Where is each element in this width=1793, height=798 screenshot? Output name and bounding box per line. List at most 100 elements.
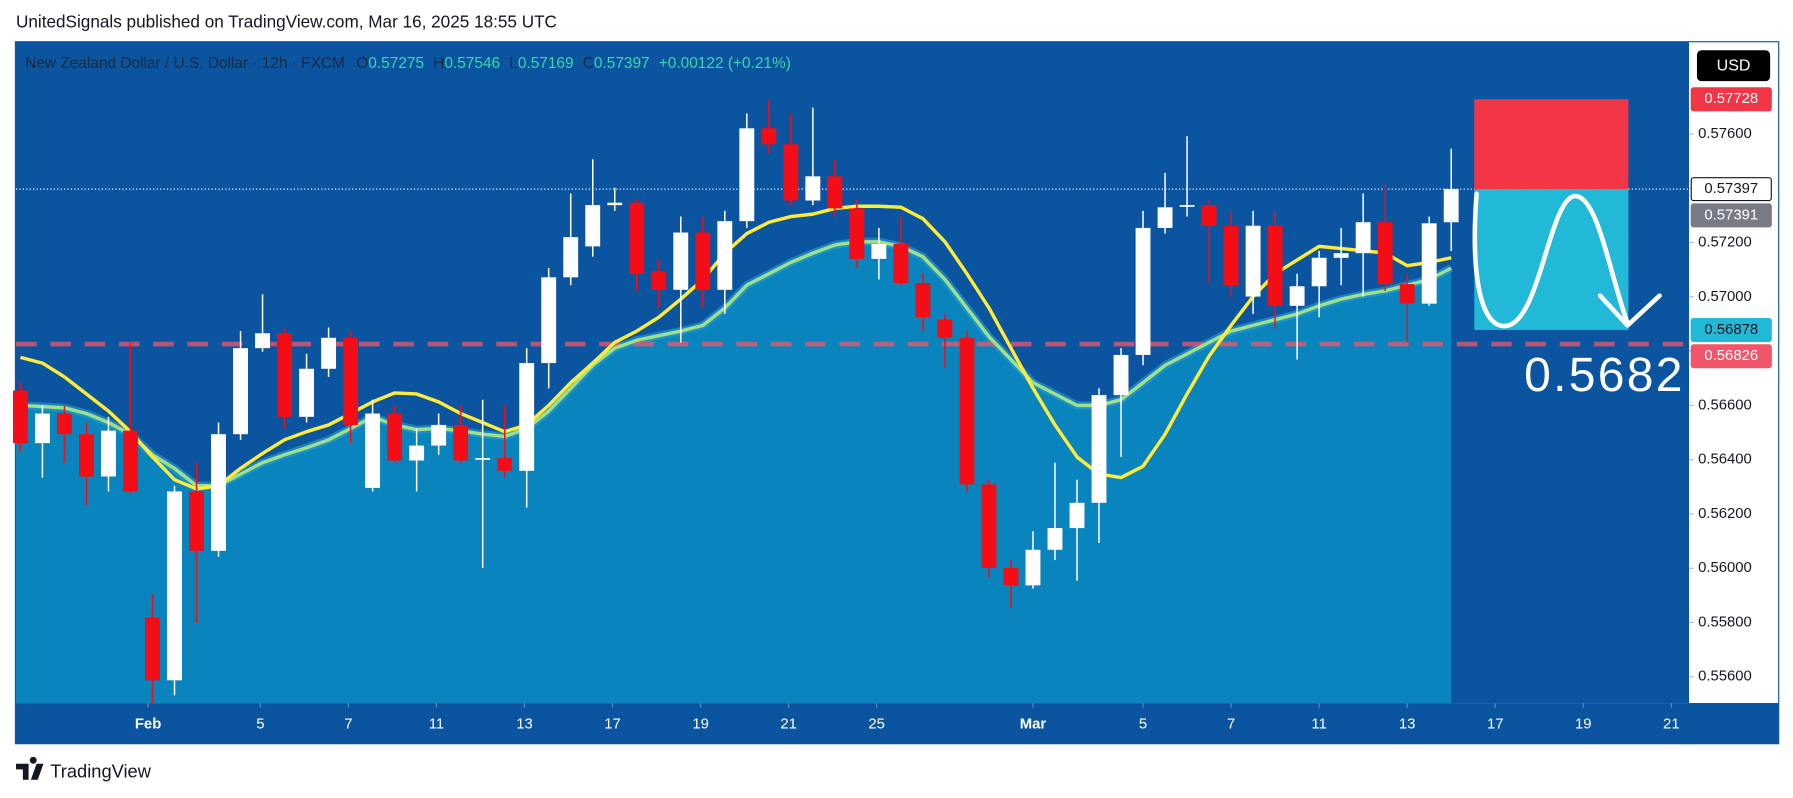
symbol-title: New Zealand Dollar / U.S. Dollar · 12h ·… — [25, 55, 345, 72]
legend-header: New Zealand Dollar / U.S. Dollar · 12h ·… — [25, 55, 791, 72]
candle-body — [585, 205, 601, 247]
y-tick-label: 0.57200 — [1698, 235, 1752, 251]
change: +0.00122 (+0.21%) — [659, 55, 791, 72]
y-tick-label: 0.56600 — [1698, 397, 1752, 413]
y-tick-label: 0.56400 — [1698, 452, 1752, 468]
candle-body — [1421, 223, 1437, 304]
x-tick-label: 17 — [1487, 717, 1504, 733]
y-tick-label: 0.55600 — [1698, 669, 1752, 685]
candle-body — [1443, 189, 1459, 223]
ohlc-value: 0.57169 — [518, 55, 574, 72]
price-label: 0.57728 — [1704, 91, 1758, 107]
annotation: 0.5682 — [1524, 349, 1685, 402]
candle-body — [629, 202, 645, 274]
price-label: 0.56878 — [1704, 322, 1758, 338]
x-tick-label: 17 — [604, 717, 621, 733]
ohlc-letter: O — [356, 55, 368, 72]
x-tick-label: 11 — [429, 717, 444, 733]
y-tick-label: 0.56000 — [1698, 560, 1752, 576]
price-label-box — [1690, 87, 1772, 112]
price-label: 0.56826 — [1704, 348, 1758, 364]
candle-body — [34, 413, 50, 444]
candle-body — [167, 491, 182, 681]
x-tick-label: 25 — [868, 717, 885, 733]
candle-body — [145, 617, 160, 681]
candle-body — [475, 458, 491, 460]
candle-body — [277, 333, 292, 417]
y-tick-label: 0.55800 — [1698, 614, 1752, 630]
candle-body — [123, 430, 138, 492]
moving-average — [20, 240, 1453, 488]
candle-body — [981, 484, 997, 568]
candle-body — [849, 208, 865, 259]
stop-zone — [1474, 99, 1629, 190]
x-tick-label: 13 — [1399, 717, 1416, 733]
candle-body — [1223, 225, 1239, 286]
candle-body — [299, 368, 315, 417]
price-scale — [1688, 42, 1779, 704]
price-label-box — [1690, 344, 1772, 369]
candle-body — [563, 237, 579, 278]
candle-body — [1091, 395, 1107, 503]
candle-body — [1399, 284, 1415, 304]
ohlc-value: 0.57275 — [368, 55, 424, 72]
candle-body — [1135, 227, 1151, 355]
logo-icon — [16, 756, 44, 780]
currency-badge[interactable] — [1696, 50, 1771, 82]
candle-body — [497, 458, 513, 471]
candle-body — [343, 337, 359, 425]
candle-body — [739, 128, 755, 222]
price-label: 0.57391 — [1704, 207, 1758, 223]
candle-body — [1157, 207, 1173, 228]
x-tick-label: 5 — [256, 717, 264, 733]
candle-body — [1113, 354, 1129, 396]
x-tick-label: 7 — [1227, 717, 1235, 733]
candle-body — [893, 243, 909, 284]
brand: TradingView — [50, 761, 151, 782]
candle-body — [871, 243, 887, 259]
candle-body — [783, 144, 799, 201]
candle-body — [1311, 257, 1327, 287]
candle-body — [673, 232, 689, 290]
x-tick-label: 21 — [780, 717, 797, 733]
candle-body — [1069, 502, 1085, 529]
price-label-box — [1690, 177, 1772, 202]
candle-body — [1355, 222, 1371, 254]
credit: UnitedSignals published on TradingView.c… — [16, 11, 557, 31]
drawn-arrow — [1472, 191, 1662, 329]
candle-body — [651, 271, 667, 290]
brand-logo: TradingView — [16, 756, 152, 782]
candle-body — [57, 413, 72, 435]
candle-body — [805, 176, 821, 201]
candle-body — [409, 445, 425, 461]
y-tick-label: 0.57000 — [1698, 289, 1752, 305]
candle-body — [1003, 567, 1019, 586]
ma-area — [15, 241, 1452, 704]
moving-average — [20, 204, 1452, 491]
candle-body — [211, 434, 226, 551]
candle-body — [1047, 528, 1063, 550]
candle-body — [607, 202, 623, 206]
x-tick-label: 5 — [1139, 717, 1147, 733]
x-tick-label: Mar — [1020, 717, 1047, 733]
scale-corner — [1688, 703, 1779, 744]
candle-body — [1179, 205, 1195, 207]
ohlc-value: 0.57397 — [594, 55, 650, 72]
ohlc-letter: L — [509, 55, 518, 72]
candle-body — [717, 221, 733, 290]
plot: 0.5682 — [12, 42, 1689, 704]
y-tick-label: 0.56200 — [1698, 506, 1752, 522]
price-label: 0.57397 — [1704, 181, 1758, 197]
candle-body — [189, 491, 204, 551]
target-zone — [1474, 189, 1629, 330]
ohlc-value: 0.57546 — [444, 55, 500, 72]
candle-body — [101, 430, 116, 477]
candle-body — [827, 176, 843, 209]
candle-body — [1245, 225, 1261, 297]
x-tick-label: 19 — [692, 717, 709, 733]
candle-body — [321, 337, 337, 369]
candle-body — [387, 413, 403, 461]
candle-body — [255, 333, 270, 349]
